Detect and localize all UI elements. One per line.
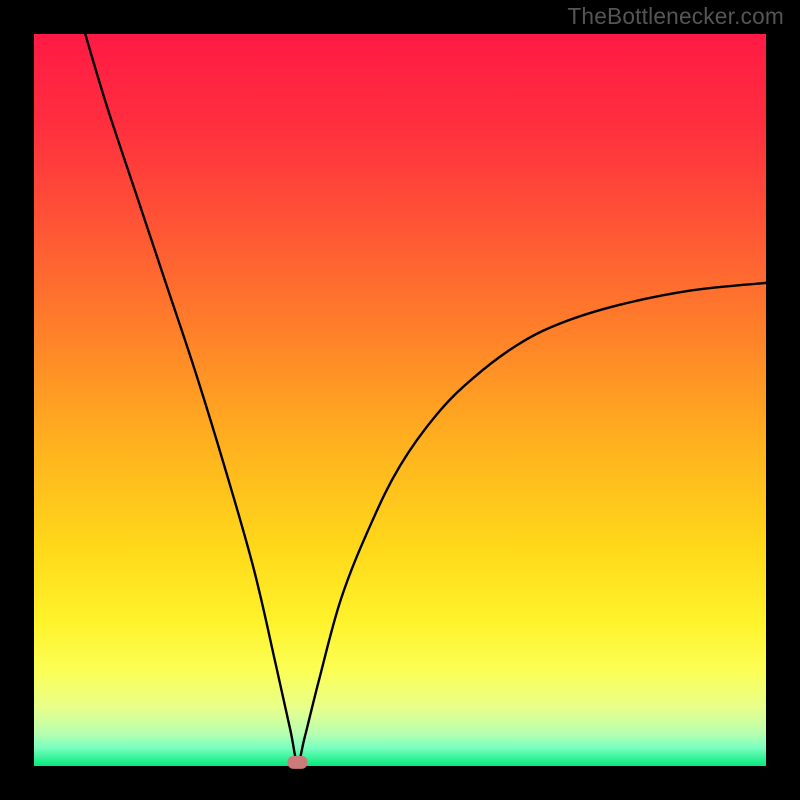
chart-background — [34, 34, 766, 766]
bottleneck-chart — [0, 0, 800, 800]
chart-container — [0, 0, 800, 800]
optimal-point-marker — [288, 756, 308, 769]
watermark-text: TheBottlenecker.com — [567, 3, 784, 30]
